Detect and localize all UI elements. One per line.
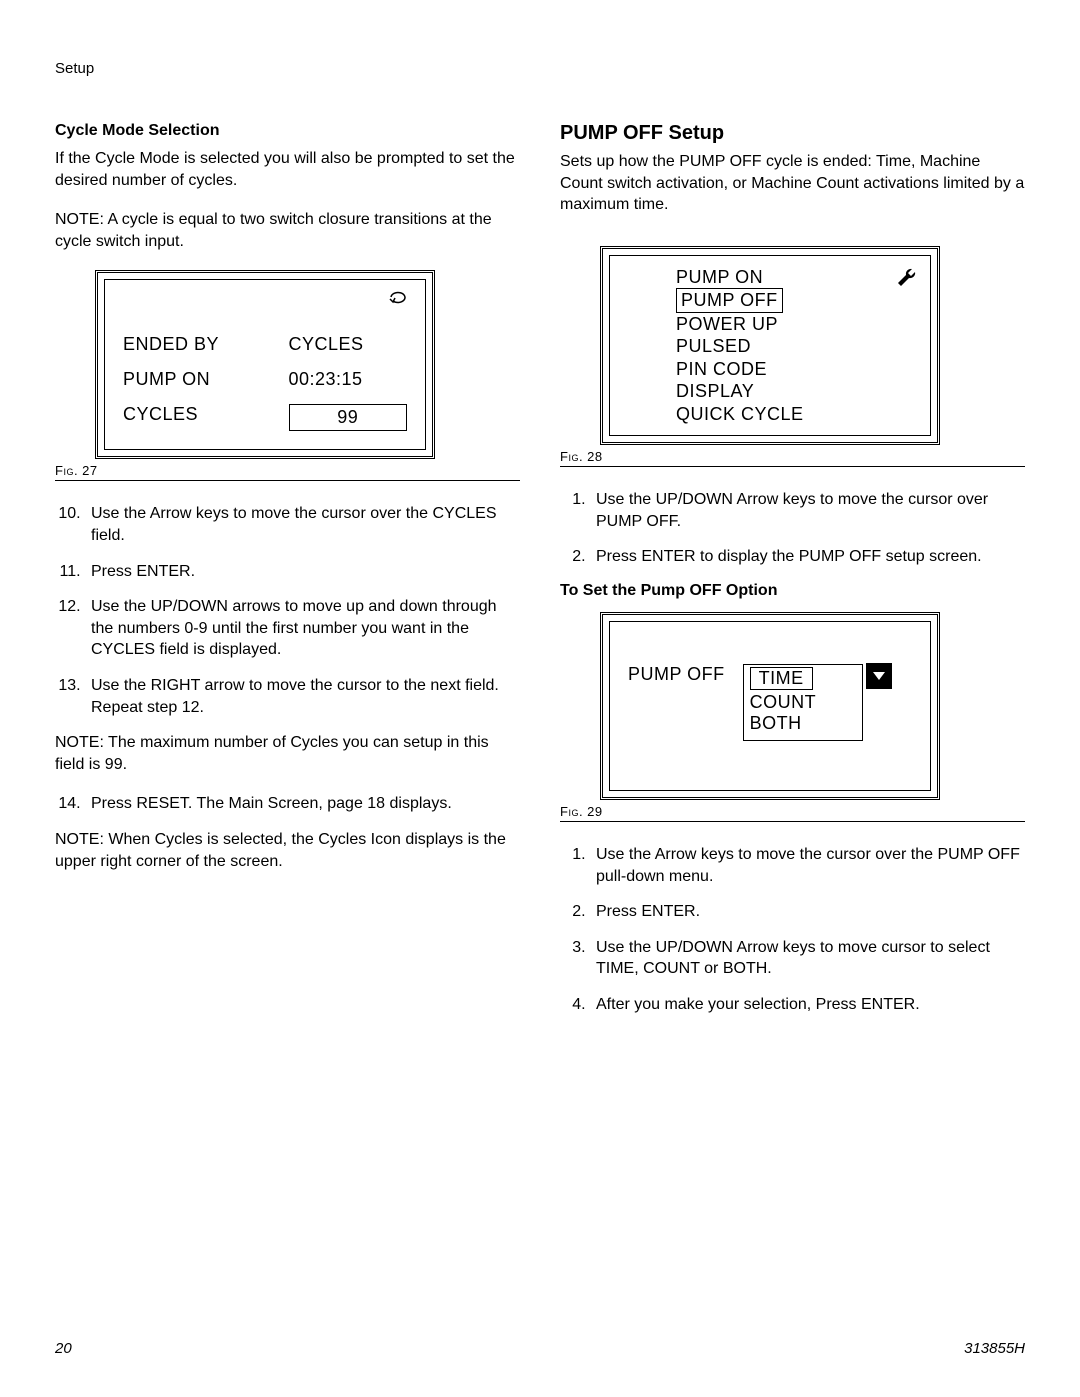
cycle-note-2: NOTE: The maximum number of Cycles you c… (55, 732, 520, 775)
cycles-icon (387, 288, 413, 311)
fig29-dropdown[interactable]: TIME COUNT BOTH (743, 664, 863, 741)
fig27-caption: Fig. 27 (55, 463, 520, 478)
page-number: 20 (55, 1340, 72, 1357)
fig27-container: ENDED BY CYCLES PUMP ON 00:23:15 CYCLES … (95, 270, 435, 459)
fig28-item-display[interactable]: DISPLAY (676, 380, 914, 403)
step-13: Use the RIGHT arrow to move the cursor t… (85, 675, 520, 718)
wrench-icon (894, 266, 920, 297)
fig28-rule (560, 466, 1025, 467)
fig28-screen: PUMP ON PUMP OFF POWER UP PULSED PIN COD… (609, 255, 931, 437)
step-11: Press ENTER. (85, 561, 520, 583)
set-pump-off-subtitle: To Set the Pump OFF Option (560, 582, 1025, 600)
fig27-value-cycles: CYCLES (289, 334, 408, 355)
step-12: Use the UP/DOWN arrows to move up and do… (85, 596, 520, 661)
fig29-container: PUMP OFF TIME COUNT BOTH (600, 612, 940, 800)
cycle-mode-title: Cycle Mode Selection (55, 122, 520, 140)
cycle-note-3: NOTE: When Cycles is selected, the Cycle… (55, 829, 520, 872)
fig29-label: PUMP OFF (628, 664, 725, 685)
right-step-a2: Press ENTER to display the PUMP OFF setu… (590, 546, 1025, 568)
right-steps-a: Use the UP/DOWN Arrow keys to move the c… (560, 489, 1025, 568)
fig28-container: PUMP ON PUMP OFF POWER UP PULSED PIN COD… (600, 246, 940, 446)
fig29-option-time[interactable]: TIME (750, 667, 813, 690)
left-steps-list-2: Press RESET. The Main Screen, page 18 di… (55, 793, 520, 815)
fig27-rule (55, 480, 520, 481)
fig28-item-pump-on[interactable]: PUMP ON (676, 266, 914, 289)
fig29-screen: PUMP OFF TIME COUNT BOTH (609, 621, 931, 791)
cycle-note-1: NOTE: A cycle is equal to two switch clo… (55, 209, 520, 252)
fig27-label-endedby: ENDED BY (123, 334, 263, 355)
cycle-mode-desc: If the Cycle Mode is selected you will a… (55, 148, 520, 191)
fig27-label-cycles: CYCLES (123, 404, 263, 431)
fig27-screen: ENDED BY CYCLES PUMP ON 00:23:15 CYCLES … (104, 279, 426, 450)
content-columns: Cycle Mode Selection If the Cycle Mode i… (55, 122, 1025, 1030)
right-step-b1: Use the Arrow keys to move the cursor ov… (590, 844, 1025, 887)
page-header: Setup (55, 60, 1025, 77)
page-footer: 20 313855H (55, 1340, 1025, 1357)
fig28-item-pulsed[interactable]: PULSED (676, 335, 914, 358)
right-column: PUMP OFF Setup Sets up how the PUMP OFF … (560, 122, 1025, 1030)
fig28-item-pin-code[interactable]: PIN CODE (676, 358, 914, 381)
step-10: Use the Arrow keys to move the cursor ov… (85, 503, 520, 546)
fig28-item-pump-off[interactable]: PUMP OFF (676, 288, 783, 313)
fig29-option-count[interactable]: COUNT (750, 692, 817, 712)
fig27-label-pumpon: PUMP ON (123, 369, 263, 390)
dropdown-arrow-icon[interactable] (866, 663, 892, 689)
fig28-caption: Fig. 28 (560, 449, 1025, 464)
step-14: Press RESET. The Main Screen, page 18 di… (85, 793, 520, 815)
fig29-option-both[interactable]: BOTH (750, 713, 802, 733)
right-step-b2: Press ENTER. (590, 901, 1025, 923)
right-step-a1: Use the UP/DOWN Arrow keys to move the c… (590, 489, 1025, 532)
left-steps-list: Use the Arrow keys to move the cursor ov… (55, 503, 520, 718)
right-step-b3: Use the UP/DOWN Arrow keys to move curso… (590, 937, 1025, 980)
right-step-b4: After you make your selection, Press ENT… (590, 994, 1025, 1016)
pump-off-title: PUMP OFF Setup (560, 122, 1025, 145)
fig28-item-power-up[interactable]: POWER UP (676, 313, 914, 336)
fig28-item-quick-cycle[interactable]: QUICK CYCLE (676, 403, 914, 426)
fig27-value-time: 00:23:15 (289, 369, 408, 390)
left-column: Cycle Mode Selection If the Cycle Mode i… (55, 122, 520, 1030)
pump-off-intro: Sets up how the PUMP OFF cycle is ended:… (560, 151, 1025, 216)
fig29-caption: Fig. 29 (560, 804, 1025, 819)
fig27-cycles-field[interactable]: 99 (289, 404, 408, 431)
fig29-rule (560, 821, 1025, 822)
right-steps-b: Use the Arrow keys to move the cursor ov… (560, 844, 1025, 1016)
doc-number: 313855H (964, 1340, 1025, 1357)
